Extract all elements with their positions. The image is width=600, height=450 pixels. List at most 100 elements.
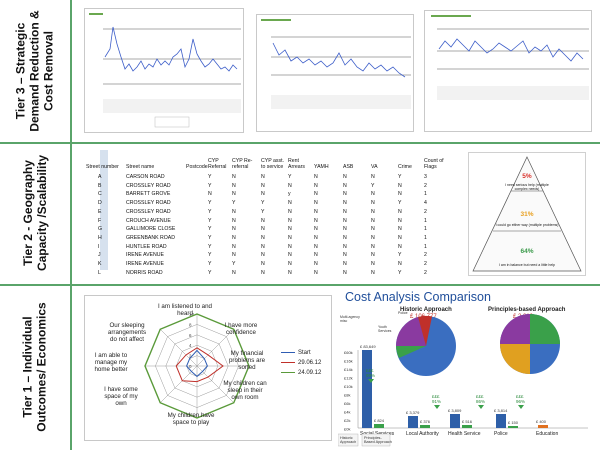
table-cell: Y xyxy=(208,261,212,267)
y-tick-label: £12k xyxy=(344,376,353,381)
table-cell: D xyxy=(98,200,102,207)
table-cell: N xyxy=(232,252,236,259)
table-cell: Y xyxy=(208,208,212,215)
pie-label-police: Police xyxy=(398,311,408,315)
principles-value-label: £ 824 xyxy=(374,418,385,423)
y-tick-label: £6k xyxy=(344,401,350,406)
table-cell: N xyxy=(314,226,318,233)
y-tick-label: £0k xyxy=(344,427,350,432)
table-cell: N xyxy=(314,200,318,207)
table-cell: Y xyxy=(232,200,236,207)
table-cell: 1 xyxy=(424,226,427,233)
table-cell: N xyxy=(288,208,292,215)
table-cell: N xyxy=(343,208,347,215)
historic-pie-slice-misc xyxy=(396,346,426,358)
table-cell: Y xyxy=(208,234,212,241)
cost-title: Cost Analysis Comparison xyxy=(345,290,491,304)
y-tick-label: £2k xyxy=(344,418,350,423)
table-cell: N xyxy=(288,226,292,233)
table-cell: Y xyxy=(261,200,265,207)
legend-historic-label2: Approach xyxy=(340,440,356,444)
tier3-label-line1: Tier 3 – Strategic xyxy=(14,22,28,120)
table-cell: N xyxy=(398,208,402,215)
table-cell: N xyxy=(398,191,402,198)
historic-bar xyxy=(496,414,506,428)
pie-label-misc: Multi-agency xyxy=(340,315,360,319)
table-cell: C xyxy=(98,191,102,198)
principles-bar xyxy=(374,424,384,428)
radar-scale-label: 6 xyxy=(189,333,192,338)
radar-axis-label-7: I am able to manage my home better xyxy=(94,352,128,373)
tier3-label: Tier 3 – Strategic Demand Reduction & Co… xyxy=(0,0,70,142)
historic-value-label: £ 400 xyxy=(536,419,547,424)
radar-legend: Start 29.06.12 24.09.12 xyxy=(281,350,321,376)
principles-pie-slice-purple xyxy=(500,314,530,344)
table-cell: N xyxy=(314,261,318,267)
table-cell: N xyxy=(343,234,347,241)
radar-spoke xyxy=(160,329,198,367)
radar-axis-label-4: My children can sleep in their own room xyxy=(223,380,267,401)
pie-label-misc2: misc xyxy=(340,319,347,323)
pie-label-youth: Youth xyxy=(378,325,387,329)
table-cell: HUNTLEE ROAD xyxy=(126,243,167,250)
table-cell: N xyxy=(261,252,265,259)
table-cell: A xyxy=(98,174,102,180)
control-chart-3 xyxy=(424,10,592,132)
radar-axis-label-2: I have more confidence xyxy=(224,322,258,336)
table-cell: N xyxy=(261,243,265,250)
savings-pct: 99% xyxy=(366,373,375,378)
table-cell: 2 xyxy=(424,208,427,215)
principles-value-label: £ 516 xyxy=(462,419,473,424)
radar-spoke xyxy=(196,365,234,403)
pyramid-bottom-caption: I am in balance but need a little help xyxy=(498,263,556,267)
historic-bar xyxy=(538,425,548,428)
savings-arrow xyxy=(434,405,440,409)
table-cell: 1 xyxy=(424,234,427,241)
table-header-cell: ASB xyxy=(343,164,354,170)
tier-divider-top xyxy=(0,142,600,144)
savings-label: £££ xyxy=(366,368,374,373)
table-cell: N xyxy=(343,182,347,189)
table-cell: IRENE AVENUE xyxy=(126,261,164,267)
table-cell: N xyxy=(314,191,318,198)
table-cell: CARSON ROAD xyxy=(126,174,165,180)
table-cell: G xyxy=(98,226,103,233)
table-cell: 2 xyxy=(424,269,427,276)
category-label: Education xyxy=(536,431,558,437)
table-cell: N xyxy=(232,269,236,276)
table-cell: N xyxy=(314,252,318,259)
table-cell: N xyxy=(314,208,318,215)
radar-spoke xyxy=(160,365,198,403)
y-tick-label: £60k xyxy=(344,350,353,355)
historic-value-label: £ 3,809 xyxy=(448,408,462,413)
table-cell: N xyxy=(314,269,318,276)
radar-spoke xyxy=(196,329,234,367)
table-cell: Y xyxy=(208,182,212,189)
legend-29-06-12: 29.06.12 xyxy=(298,360,322,366)
historic-value-label: £ 3,814 xyxy=(494,408,508,413)
table-cell: N xyxy=(343,217,347,224)
table-cell: N xyxy=(398,243,402,250)
tier3-label-line3: Cost Removal xyxy=(42,30,56,112)
table-cell: N xyxy=(261,191,265,198)
table-cell: N xyxy=(232,191,236,198)
historic-pie-slice-police xyxy=(418,315,432,346)
savings-label: £££ xyxy=(476,394,484,399)
table-cell: CROUCH AVENUE xyxy=(126,217,171,224)
radar-axis-label-6: I have some space of my own xyxy=(104,386,138,407)
table-cell: N xyxy=(208,191,212,198)
table-cell: N xyxy=(398,217,402,224)
tier3-label-line2: Demand Reduction & xyxy=(28,10,42,132)
table-cell: N xyxy=(371,226,375,233)
principles-pie-slice-green xyxy=(530,314,560,344)
table-cell: N xyxy=(288,182,292,189)
table-cell: 1 xyxy=(424,243,427,250)
savings-label: £££ xyxy=(432,394,440,399)
tier2-label-line2: Capacity /Scalability xyxy=(35,154,49,272)
control-chart-1 xyxy=(84,8,244,133)
table-cell: Y xyxy=(261,208,265,215)
table-cell: N xyxy=(261,174,265,180)
vertical-divider xyxy=(70,0,72,450)
table-cell: N xyxy=(232,226,236,233)
